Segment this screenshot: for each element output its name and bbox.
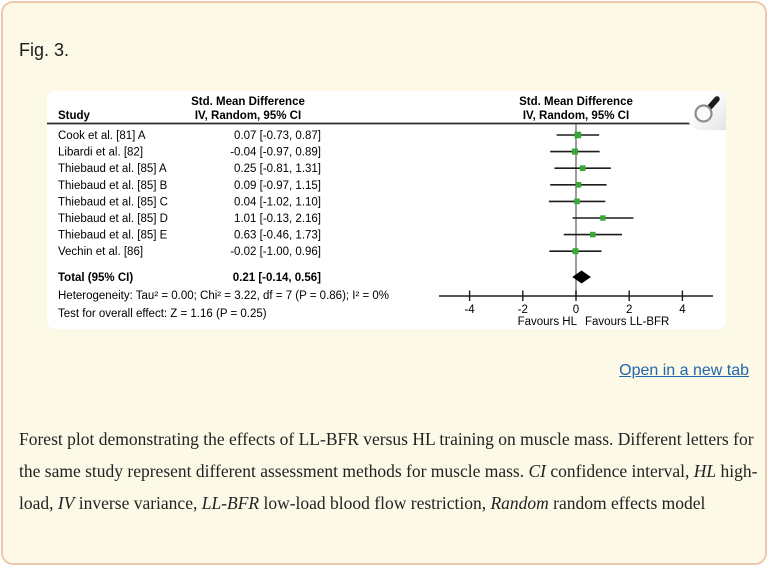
point-estimate-marker <box>574 198 580 205</box>
caption-segment: inverse variance, <box>74 493 202 513</box>
caption-segment: CI <box>528 461 546 481</box>
axis-tick-label: -4 <box>464 304 475 316</box>
study-label: Thiebaud et al. [85] A <box>58 163 167 175</box>
point-estimate-marker <box>571 148 579 155</box>
axis-tick-label: 0 <box>573 304 579 316</box>
zoom-corner-button[interactable] <box>688 91 726 130</box>
axis-tick-label: -2 <box>518 304 528 316</box>
study-effect-text: 0.09 [-0.97, 1.15] <box>234 180 321 192</box>
forest-plot-image[interactable]: Std. Mean Difference Study IV, Random, 95%… <box>47 91 726 329</box>
study-label: Thiebaud et al. [85] B <box>58 180 168 192</box>
study-effect-text: -0.02 [-1.00, 0.96] <box>230 246 321 258</box>
plot-col-header: Std. Mean Difference <box>519 96 633 108</box>
effect-col-subheader: IV, Random, 95% CI <box>195 110 301 122</box>
caption-segment: confidence interval, <box>545 461 694 481</box>
point-estimate-marker <box>574 131 582 139</box>
open-in-new-tab-link[interactable]: Open in a new tab <box>619 362 749 379</box>
overall-effect-text: Test for overall effect: Z = 1.16 (P = 0… <box>58 308 267 320</box>
study-effect-text: -0.04 [-0.97, 0.89] <box>230 147 321 159</box>
study-effect-text: 0.04 [-1.02, 1.10] <box>234 196 321 208</box>
plot-col-subheader: IV, Random, 95% CI <box>523 110 629 122</box>
favours-right-label: Favours LL-BFR <box>585 316 669 328</box>
study-effect-text: 0.25 [-0.81, 1.31] <box>234 163 321 175</box>
point-estimate-marker <box>575 181 582 188</box>
study-effect-text: 0.63 [-0.46, 1.73] <box>234 230 321 242</box>
study-label: Cook et al. [81] A <box>58 130 146 142</box>
figure-label: Fig. 3. <box>19 40 70 60</box>
caption-segment: random effects model <box>548 493 706 513</box>
total-label: Total (95% CI) <box>58 272 133 284</box>
axis-tick-label: 2 <box>626 304 632 316</box>
axis-tick-label: 4 <box>679 304 686 316</box>
study-effect-text: 0.07 [-0.73, 0.87] <box>234 130 321 142</box>
open-in-new-tab-row: Open in a new tab <box>619 362 749 380</box>
forest-plot-svg: Std. Mean Difference Study IV, Random, 95%… <box>47 96 726 328</box>
caption-segment: LL-BFR <box>201 493 260 513</box>
point-estimate-marker <box>600 215 606 221</box>
study-label: Thiebaud et al. [85] D <box>58 213 168 225</box>
point-estimate-marker <box>589 231 596 238</box>
study-label: Thiebaud et al. [85] E <box>58 230 168 242</box>
study-label: Vechin et al. [86] <box>58 246 143 258</box>
point-estimate-marker <box>579 165 586 172</box>
study-label: Thiebaud et al. [85] C <box>58 196 168 208</box>
heterogeneity-text: Heterogeneity: Tau² = 0.00; Chi² = 3.22,… <box>58 290 389 302</box>
effect-col-header: Std. Mean Difference <box>191 96 305 108</box>
figure-caption: Forest plot demonstrating the effects of… <box>19 423 759 519</box>
total-diamond <box>572 270 591 284</box>
study-label: Libardi et al. [82] <box>58 147 143 159</box>
caption-segment: low-load blood flow restriction, <box>259 493 491 513</box>
magnifier-icon <box>694 96 720 123</box>
caption-segment: high-load, <box>19 461 758 513</box>
point-estimate-marker <box>572 248 579 255</box>
study-col-header: Study <box>58 110 91 122</box>
caption-segment: Random <box>490 493 549 513</box>
favours-left-label: Favours HL <box>518 316 578 328</box>
caption-segment: IV <box>57 493 75 513</box>
total-effect-text: 0.21 [-0.14, 0.56] <box>233 272 321 284</box>
caption-segment: Forest plot demonstrating the effects of… <box>19 429 754 481</box>
study-effect-text: 1.01 [-0.13, 2.16] <box>234 213 321 225</box>
caption-segment: HL <box>693 461 717 481</box>
